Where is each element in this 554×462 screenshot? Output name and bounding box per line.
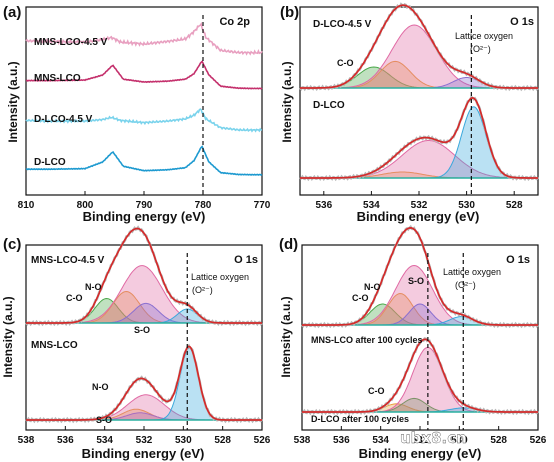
panel-d-lattice-label: Lattice oxygen [443,267,501,277]
panel-c-label-mns-lco-45v: MNS-LCO-4.5 V [31,255,105,266]
x-tick-label: 536 [315,200,332,211]
panel-c-co-label: C-O [66,293,83,303]
x-tick-label: 790 [136,200,153,211]
x-tick-label: 538 [18,435,35,446]
panel-d-ylabel: Intensity (a.u.) [279,296,293,377]
panel-c-title: O 1s [234,254,258,266]
panel-a-tag: (a) [3,4,21,21]
x-tick-label: 810 [18,200,35,211]
panel-a-label-d-lco-45v: D-LCO-4.5 V [34,114,93,125]
fit-envelope [300,97,538,179]
x-tick-label: 538 [294,435,311,446]
fit-component [302,303,538,326]
panel-c-so-label-top: S-O [134,325,150,335]
x-tick-label: 536 [333,435,350,446]
x-tick-label: 532 [411,200,428,211]
x-tick-label: 530 [451,435,468,446]
panel-a-label-mns-lco: MNS-LCO [34,73,81,84]
x-tick-label: 770 [254,200,271,211]
x-tick-label: 536 [57,435,74,446]
panel-d-plot: 538 536 534 532 530 528 526 [294,224,547,446]
panel-b-xlabel: Binding energy (eV) [357,209,480,224]
panel-d-tag: (d) [279,236,298,253]
panel-d-co-label-bottom: C-O [368,386,385,396]
panel-d-xlabel: Binding energy (eV) [359,446,482,461]
fit-envelope [26,227,262,324]
fit-envelope [300,4,538,89]
watermark: ubx8.cn [400,429,467,447]
panel-b-co-label: C-O [337,58,354,68]
fit-envelope [302,338,538,413]
panel-d-so-label: S-O [408,276,424,286]
fit-envelope [302,227,538,326]
x-tick-label: 528 [490,435,507,446]
panel-a-title: Co 2p [219,16,250,28]
x-tick-label: 780 [195,200,212,211]
panel-d-o2-label: (O²⁻) [455,280,476,290]
panel-d-title: O 1s [506,254,530,266]
panel-c-no-label-bottom: N-O [92,382,109,392]
series-line [25,60,263,90]
x-tick-label: 534 [372,435,389,446]
panel-d-no-label: N-O [364,282,381,292]
panel-b-title: O 1s [510,16,534,28]
panel-b-tag: (b) [280,4,299,21]
x-tick-label: 530 [458,200,475,211]
fit-envelope [26,345,262,421]
fit-component [26,394,262,421]
panel-b-lattice-label: Lattice oxygen [455,31,513,41]
panel-a: (a) Co 2p Intensity (a.u.) Binding energ… [3,4,250,224]
panel-c-ylabel: Intensity (a.u.) [1,296,15,377]
panel-b-label-d-lco: D-LCO [313,100,345,111]
panel-d-label-d-lco-cycled: D-LCO after 100 cycles [311,414,409,424]
panel-d-co-label-top: C-O [352,293,369,303]
panel-c-plot: 538 536 534 532 530 528 526 [18,225,271,446]
panel-b-label-d-lco-45v: D-LCO-4.5 V [313,19,372,30]
panel-c-xlabel: Binding energy (eV) [82,446,205,461]
x-tick-label: 532 [136,435,153,446]
panel-c-label-mns-lco: MNS-LCO [31,340,78,351]
x-tick-label: 532 [412,435,429,446]
x-tick-label: 526 [530,435,547,446]
x-tick-label: 534 [363,200,380,211]
x-tick-label: 534 [96,435,113,446]
panel-a-label-d-lco: D-LCO [34,157,66,168]
panel-c: (c) O 1s Intensity (a.u.) Binding energy… [1,236,258,461]
series-line [25,145,263,176]
panel-c-lattice-label: Lattice oxygen [191,272,249,282]
fit-component [26,302,262,324]
panel-b: (b) O 1s Intensity (a.u.) Binding energy… [280,4,534,224]
x-tick-label: 526 [254,435,271,446]
x-tick-label: 800 [77,200,94,211]
panel-b-o2-label: (O²⁻) [470,44,491,54]
fit-component [302,346,538,413]
series-line [25,21,263,56]
panel-c-no-label-top: N-O [85,282,102,292]
panel-c-so-label-bottom: S-O [96,415,112,425]
panel-b-ylabel: Intensity (a.u.) [280,61,294,142]
panel-a-xlabel: Binding energy (eV) [83,209,206,224]
x-tick-label: 528 [214,435,231,446]
series-line [25,108,263,133]
x-tick-label: 528 [506,200,523,211]
panel-c-tag: (c) [3,236,21,253]
x-tick-label: 530 [175,435,192,446]
panel-a-ylabel: Intensity (a.u.) [6,61,20,142]
panel-a-label-mns-lco-45v: MNS-LCO-4.5 V [34,37,108,48]
panel-d: (d) O 1s Intensity (a.u.) Binding energy… [279,236,530,461]
panel-b-plot: 536 534 532 530 528 [299,2,540,211]
panel-d-label-mns-lco-cycled: MNS-LCO after 100 cycles [311,335,423,345]
panel-c-o2-label: (O²⁻) [192,285,213,295]
panel-a-plot: 810 800 790 780 770 [18,6,271,211]
